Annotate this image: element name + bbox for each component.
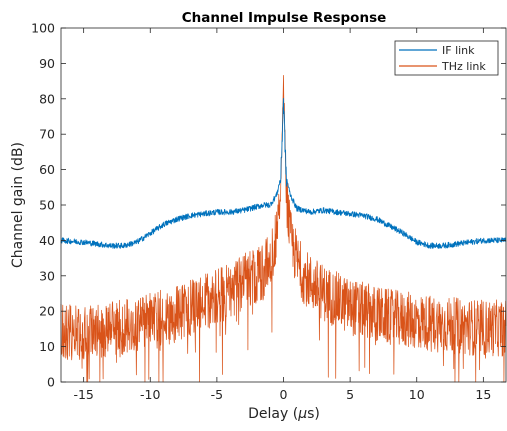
x-axis-title: Delay (μs) <box>248 406 320 422</box>
series-line-thz-link <box>60 75 507 383</box>
axes: -15 -10 -5 0 5 10 15 0 10 20 30 40 50 60 70 80 90 100 <box>31 21 507 402</box>
legend-box <box>394 40 499 76</box>
x-axis-title-mu: μ <box>297 406 307 422</box>
x-tick-label: 0 <box>280 387 288 402</box>
y-tick-label: 50 <box>39 198 55 213</box>
x-tick-label: -15 <box>73 387 93 402</box>
y-axis-title: Channel gain (dB) <box>10 142 26 268</box>
y-tick-label: 100 <box>31 21 55 36</box>
x-axis-title-text: Delay ( <box>248 406 298 422</box>
chart-title: Channel Impulse Response <box>182 10 387 26</box>
y-tick-label: 60 <box>39 162 55 177</box>
x-tick-label: 15 <box>475 387 491 402</box>
legend: IF link THz link <box>394 40 499 76</box>
legend-label-if-link: IF link <box>442 44 475 57</box>
y-tick-label: 0 <box>47 375 55 390</box>
y-tick-label: 10 <box>39 339 55 354</box>
y-tick-label: 20 <box>39 304 55 319</box>
legend-label-thz-link: THz link <box>441 60 486 73</box>
series-line-if-link <box>60 98 507 249</box>
y-tick-label: 70 <box>39 127 55 142</box>
x-axis-title-unit: s) <box>307 406 320 422</box>
plot-area <box>60 75 507 383</box>
y-tick-label: 40 <box>39 233 55 248</box>
y-tick-label: 30 <box>39 268 55 283</box>
x-tick-label: -5 <box>211 387 223 402</box>
x-tick-label: 10 <box>409 387 425 402</box>
y-tick-label: 90 <box>39 56 55 71</box>
y-tick-label: 80 <box>39 91 55 106</box>
x-tick-label: 5 <box>346 387 354 402</box>
x-tick-label: -10 <box>140 387 160 402</box>
